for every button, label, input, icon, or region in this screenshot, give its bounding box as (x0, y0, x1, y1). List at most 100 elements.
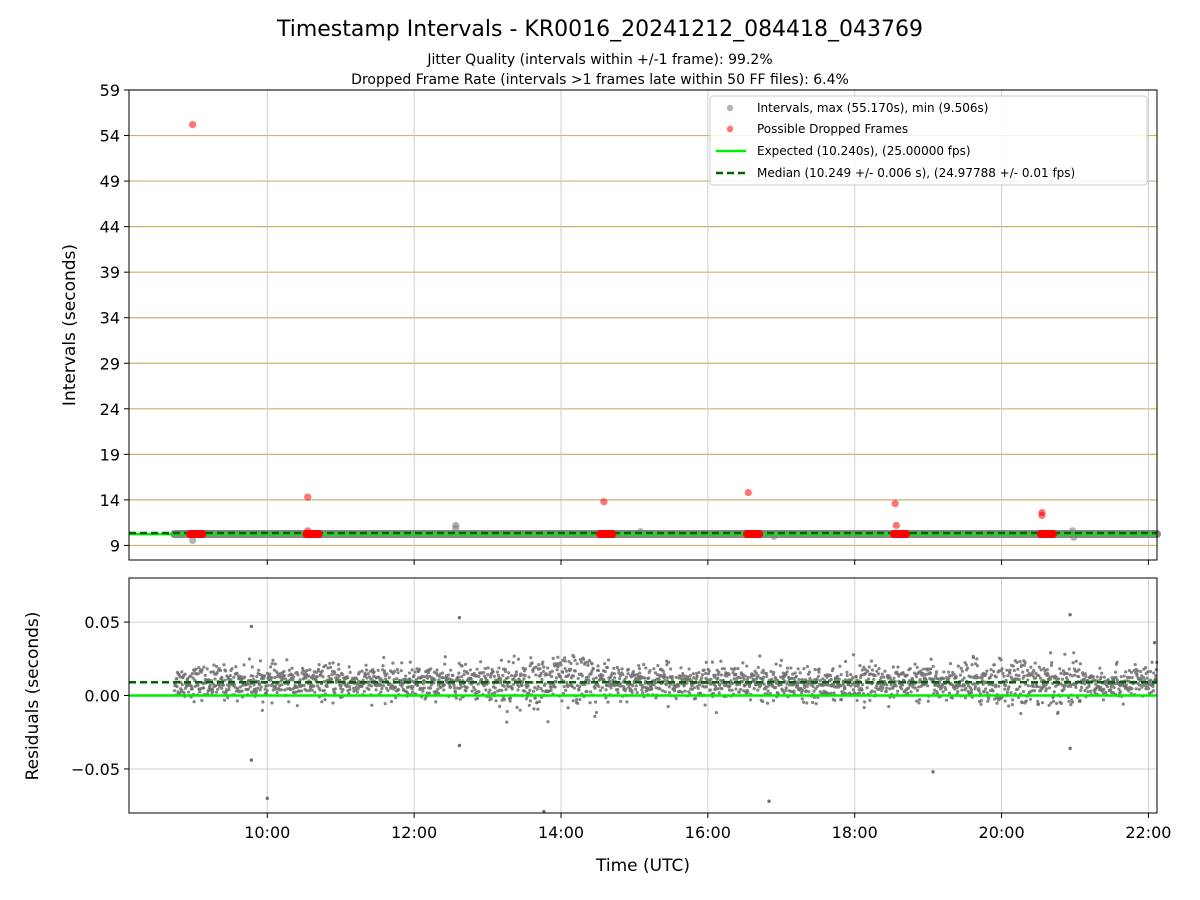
x-tick-label: 12:00 (391, 823, 437, 842)
residual-point (908, 666, 912, 671)
residual-point (492, 674, 496, 678)
residual-point (505, 720, 509, 724)
residual-point (853, 684, 857, 688)
residual-point (754, 671, 758, 675)
residual-point (981, 682, 985, 687)
residual-point (499, 679, 503, 684)
residual-point (337, 674, 342, 678)
residual-point (381, 684, 386, 688)
residual-point (407, 671, 412, 675)
residual-point (752, 687, 756, 691)
residual-point (958, 673, 963, 677)
residual-point (1038, 676, 1043, 680)
residual-point (190, 671, 195, 676)
residual-point (851, 675, 855, 680)
residual-point (541, 669, 546, 674)
residual-point (1130, 687, 1134, 691)
residual-point (761, 699, 765, 704)
residual-point (516, 657, 521, 661)
residual-point (914, 675, 919, 679)
residual-point (512, 654, 516, 658)
residual-point (779, 682, 783, 687)
residual-point (508, 699, 512, 703)
residual-point (1118, 690, 1122, 694)
residual-point (397, 687, 401, 692)
residual-point (369, 684, 373, 688)
residual-point (399, 669, 403, 673)
residual-point (200, 668, 204, 672)
residual-point (333, 691, 337, 695)
residual-point (756, 665, 760, 670)
residual-point (1148, 669, 1153, 674)
residual-point (186, 690, 191, 694)
residual-point (582, 657, 586, 661)
residual-point (1058, 667, 1062, 671)
residual-point (531, 689, 536, 693)
intervals-x-ticks (266, 560, 1149, 565)
residual-point (178, 675, 182, 679)
residual-point (304, 688, 309, 693)
residual-point (1025, 673, 1029, 678)
residual-point (220, 686, 224, 690)
residual-point (412, 673, 416, 678)
residual-point (499, 658, 504, 662)
residual-point (562, 685, 566, 689)
residual-point (814, 701, 818, 706)
residual-point (457, 661, 461, 665)
residual-point (667, 660, 671, 664)
residual-point (1044, 687, 1048, 691)
residual-point (997, 684, 1001, 688)
residual-point (194, 667, 198, 671)
residual-point (805, 664, 810, 669)
residual-point (1130, 675, 1134, 680)
residual-point (789, 666, 793, 670)
residual-point (215, 670, 219, 675)
intervals-y-axis-label: Intervals (seconds) (60, 244, 80, 406)
residual-point (476, 682, 480, 686)
residual-point (426, 671, 430, 675)
residual-point (600, 686, 604, 690)
residual-point (653, 671, 658, 675)
residual-point (282, 669, 286, 674)
residual-point (1051, 699, 1056, 703)
residual-point (792, 689, 796, 693)
residual-point (1083, 688, 1087, 693)
residual-point (355, 690, 360, 694)
residual-point (266, 683, 270, 688)
residual-point (752, 673, 756, 677)
residual-point (288, 687, 293, 692)
residual-point (606, 658, 611, 662)
chart-title: Timestamp Intervals - KR0016_20241212_08… (276, 17, 923, 42)
residual-point (535, 687, 539, 691)
residual-point (1142, 675, 1146, 680)
residual-point (855, 678, 859, 682)
residual-point (1020, 663, 1024, 667)
residual-point (1082, 682, 1087, 686)
residual-point (589, 672, 593, 676)
residual-point (272, 668, 276, 672)
residual-point (603, 661, 607, 666)
residual-point (889, 683, 893, 687)
residual-point (995, 701, 999, 705)
residual-point (845, 670, 849, 674)
residual-point (851, 653, 856, 657)
residual-point (268, 665, 273, 669)
residual-point (839, 672, 843, 677)
residual-point (523, 673, 527, 678)
residual-point (1042, 684, 1046, 689)
residual-point (207, 678, 211, 682)
residual-point (888, 676, 892, 680)
residual-point (462, 672, 466, 677)
residual-point (1099, 685, 1103, 689)
residual-point (339, 683, 343, 688)
residual-point (954, 675, 958, 680)
residual-point (1045, 668, 1049, 672)
residual-point (1149, 678, 1153, 682)
residual-point (789, 676, 793, 680)
residual-point (216, 687, 220, 691)
residual-point (208, 683, 212, 688)
residual-point (633, 673, 637, 677)
residual-point (1012, 668, 1016, 673)
residual-point (1069, 703, 1073, 707)
residual-point (305, 668, 309, 673)
